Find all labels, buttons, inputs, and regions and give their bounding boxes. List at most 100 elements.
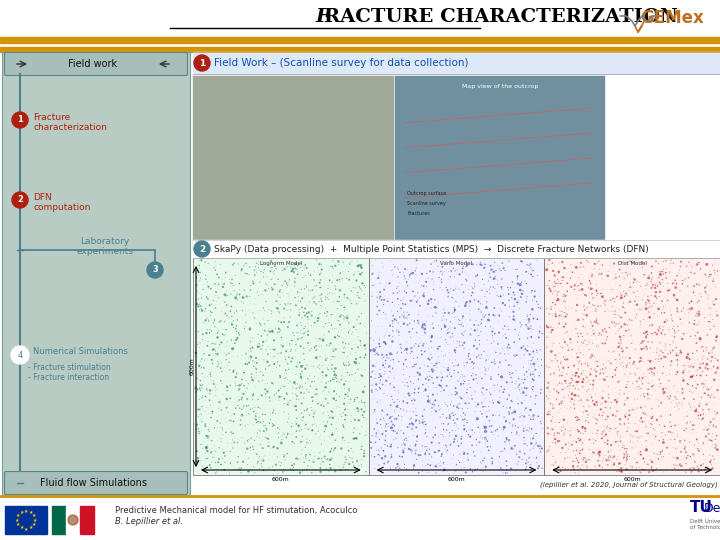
- Point: [668, 278, 680, 287]
- Point: [232, 352, 243, 361]
- Point: [354, 294, 366, 303]
- Point: [516, 375, 528, 384]
- Point: [249, 468, 261, 477]
- Point: [287, 386, 298, 394]
- Point: [551, 395, 562, 404]
- Point: [577, 412, 588, 421]
- Point: [592, 319, 603, 328]
- Point: [663, 428, 675, 437]
- Point: [554, 319, 565, 328]
- Point: [322, 290, 333, 299]
- Point: [487, 459, 498, 468]
- Point: [454, 450, 465, 459]
- Point: [512, 300, 523, 309]
- Point: [638, 315, 649, 324]
- Point: [408, 431, 419, 440]
- Point: [267, 328, 279, 336]
- Point: [554, 307, 566, 315]
- Point: [247, 308, 258, 317]
- Point: [401, 436, 413, 445]
- Point: [610, 355, 621, 364]
- Point: [665, 259, 677, 267]
- Point: [521, 295, 533, 303]
- Point: [229, 379, 240, 387]
- Point: [276, 458, 287, 467]
- Point: [258, 417, 269, 426]
- Point: [194, 343, 205, 352]
- Point: [261, 333, 273, 342]
- Point: [220, 415, 231, 424]
- Point: [338, 312, 349, 320]
- Point: [611, 400, 622, 408]
- Point: [649, 364, 660, 373]
- Point: [302, 298, 314, 307]
- Point: [376, 444, 387, 453]
- Point: [410, 382, 421, 391]
- Point: [463, 377, 474, 386]
- Point: [332, 331, 343, 340]
- Point: [503, 436, 515, 444]
- Point: [329, 325, 341, 333]
- Point: [534, 444, 546, 453]
- Point: [525, 460, 536, 469]
- Point: [320, 395, 331, 403]
- Point: [451, 266, 462, 274]
- Point: [327, 430, 338, 438]
- Point: [500, 416, 512, 425]
- Point: [480, 260, 491, 269]
- Point: [577, 339, 589, 347]
- Point: [628, 278, 639, 287]
- Point: [605, 359, 616, 368]
- Text: Delft: Delft: [704, 502, 720, 515]
- Point: [379, 299, 391, 307]
- Point: [207, 330, 218, 339]
- Point: [517, 287, 528, 295]
- Point: [557, 276, 569, 285]
- Point: [499, 330, 510, 339]
- Point: [518, 440, 530, 448]
- Point: [501, 378, 513, 387]
- Point: [648, 371, 660, 380]
- Point: [459, 337, 470, 346]
- Point: [287, 267, 298, 275]
- Point: [440, 441, 451, 450]
- Point: [661, 443, 672, 452]
- Point: [326, 364, 338, 373]
- Point: [703, 349, 715, 357]
- Point: [287, 354, 298, 363]
- Point: [474, 340, 485, 348]
- Point: [455, 381, 467, 390]
- Point: [338, 256, 349, 265]
- Point: [584, 276, 595, 285]
- Point: [678, 348, 689, 357]
- Point: [686, 467, 698, 475]
- Point: [261, 467, 272, 476]
- Point: [448, 451, 459, 460]
- Point: [650, 257, 662, 266]
- Point: [350, 425, 361, 434]
- Point: [518, 396, 530, 405]
- Point: [621, 321, 633, 329]
- Point: [688, 362, 699, 371]
- Point: [694, 334, 706, 343]
- Point: [572, 426, 583, 434]
- Point: [459, 344, 470, 353]
- Point: [199, 356, 210, 364]
- Point: [324, 276, 336, 285]
- Point: [400, 314, 412, 323]
- Point: [528, 431, 539, 440]
- Point: [206, 457, 217, 466]
- Point: [634, 468, 646, 476]
- Point: [598, 454, 609, 463]
- Point: [192, 327, 204, 336]
- Point: [617, 353, 629, 361]
- Point: [577, 367, 589, 375]
- Point: [585, 312, 597, 321]
- Point: [495, 447, 507, 456]
- Point: [320, 356, 332, 364]
- Point: [462, 454, 474, 462]
- Point: [470, 272, 482, 280]
- Point: [607, 373, 618, 381]
- Point: [377, 429, 389, 437]
- Point: [338, 423, 350, 431]
